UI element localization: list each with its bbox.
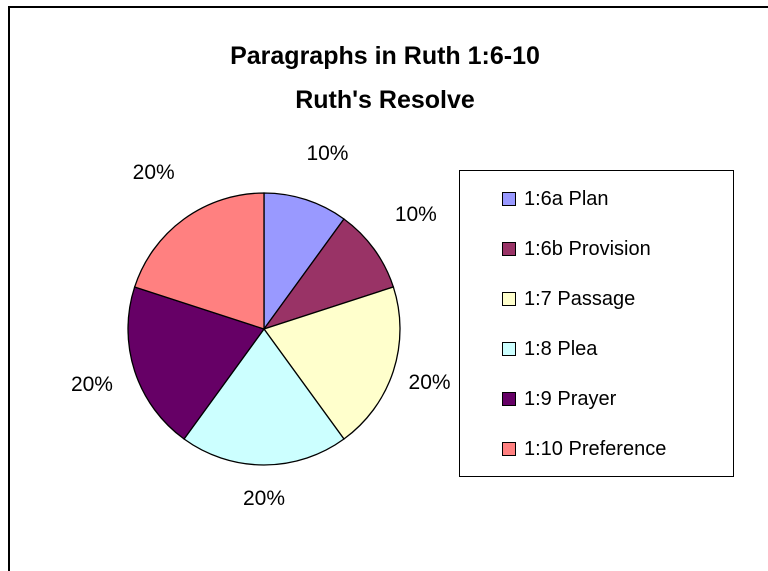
pie-slice-passage — [262, 286, 401, 440]
data-label-passage: 20% — [408, 370, 451, 394]
legend-swatch — [502, 342, 516, 356]
legend-label: 1:8 Plea — [524, 337, 598, 360]
legend: 1:6a Plan 1:6b Provision 1:7 Passage 1:8 Pl… — [459, 170, 734, 477]
legend-swatch — [502, 292, 516, 306]
legend-swatch — [502, 242, 516, 256]
pie-slice-preference — [133, 192, 265, 330]
data-label-plea: 20% — [242, 486, 286, 510]
legend-label: 1:10 Preference — [524, 437, 667, 460]
legend-item-passage: 1:7 Passage — [502, 287, 635, 311]
legend-label: 1:7 Passage — [524, 287, 636, 310]
data-label-plan: 10% — [306, 142, 349, 166]
legend-item-provision: 1:6b Provision — [502, 237, 651, 261]
legend-swatch — [502, 392, 516, 406]
data-label-provision: 10% — [394, 202, 437, 226]
legend-item-plea: 1:8 Plea — [502, 337, 597, 361]
pie-slice-provision — [262, 218, 395, 331]
legend-item-prayer: 1:9 Prayer — [502, 387, 616, 411]
legend-label: 1:9 Prayer — [524, 387, 617, 410]
legend-item-plan: 1:6a Plan — [502, 187, 609, 211]
pie-slice-prayer — [127, 286, 266, 440]
pie-slice-plan — [263, 192, 345, 332]
legend-swatch — [502, 442, 516, 456]
pie-slice-plea — [183, 327, 345, 466]
chart-title: Paragraphs in Ruth 1:6-10 — [230, 42, 540, 70]
legend-item-preference: 1:10 Preference — [502, 437, 666, 461]
legend-label: 1:6a Plan — [524, 187, 609, 210]
legend-label: 1:6b Provision — [524, 237, 651, 260]
data-label-preference: 20% — [132, 161, 175, 185]
legend-swatch — [502, 192, 516, 206]
data-label-prayer: 20% — [70, 372, 113, 396]
chart-subtitle: Ruth's Resolve — [295, 86, 475, 114]
